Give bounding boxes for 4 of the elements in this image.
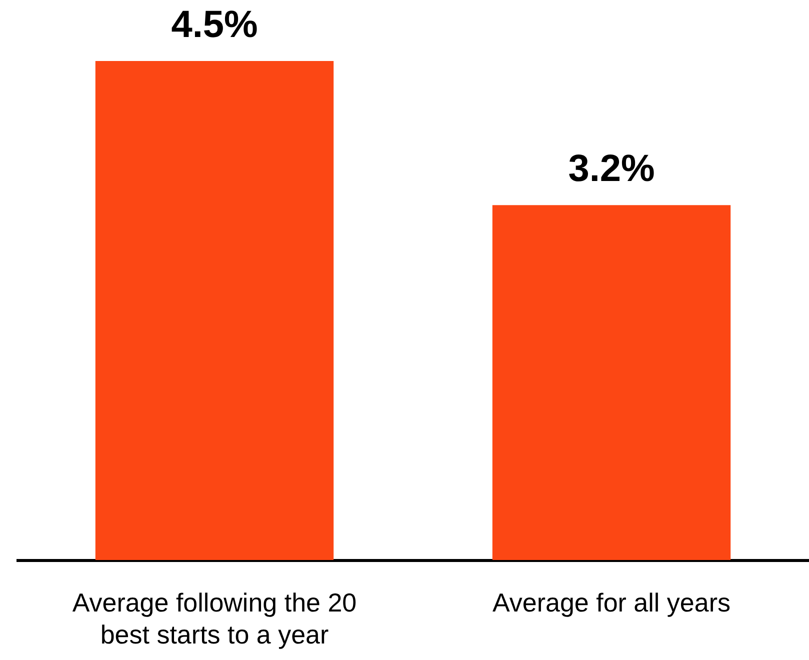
x-tick-label: Average following the 20 best starts to a year [72,588,357,650]
data-label: 4.5% [171,4,258,46]
x-tick-label: Average for all years [492,588,730,618]
data-label: 3.2% [568,148,655,190]
